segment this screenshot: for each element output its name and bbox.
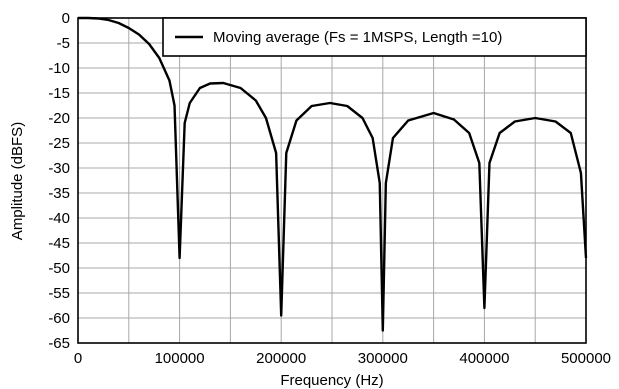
series-lines: [78, 16, 588, 332]
y-tick-label: -10: [48, 60, 70, 77]
y-tick-label: -5: [57, 35, 70, 52]
x-tick-label: 300000: [358, 350, 408, 367]
y-tick-label: -40: [48, 210, 70, 227]
legend-box: [162, 17, 587, 57]
y-tick-label: -45: [48, 235, 70, 252]
legend: Moving average (Fs = 1MSPS, Length =10): [162, 17, 587, 57]
series-line: [78, 16, 588, 332]
y-tick-label: -35: [48, 185, 70, 202]
legend-label: Moving average (Fs = 1MSPS, Length =10): [213, 29, 502, 46]
x-tick-label: 400000: [459, 350, 509, 367]
y-tick-label: 0: [62, 10, 70, 27]
x-tick-label: 100000: [155, 350, 205, 367]
y-tick-label: -50: [48, 260, 70, 277]
x-axis-tick-labels: 0 100000 200000 300000 400000 500000: [74, 350, 611, 367]
x-tick-label: 0: [74, 350, 82, 367]
y-tick-label: -20: [48, 110, 70, 127]
x-tick-label: 200000: [256, 350, 306, 367]
y-axis-tick-labels: 0 -5 -10 -15 -20 -25 -30 -35 -40 -45 -50 -55 -60 -65: [48, 10, 70, 352]
y-tick-label: -65: [48, 335, 70, 352]
y-tick-label: -25: [48, 135, 70, 152]
y-tick-label: -55: [48, 285, 70, 302]
grid-lines: [77, 17, 587, 344]
y-tick-label: -30: [48, 160, 70, 177]
x-axis-title: Frequency (Hz): [280, 372, 383, 389]
y-tick-label: -15: [48, 85, 70, 102]
x-tick-label: 500000: [561, 350, 611, 367]
y-axis-title: Amplitude (dBFS): [9, 122, 26, 240]
y-tick-label: -60: [48, 310, 70, 327]
